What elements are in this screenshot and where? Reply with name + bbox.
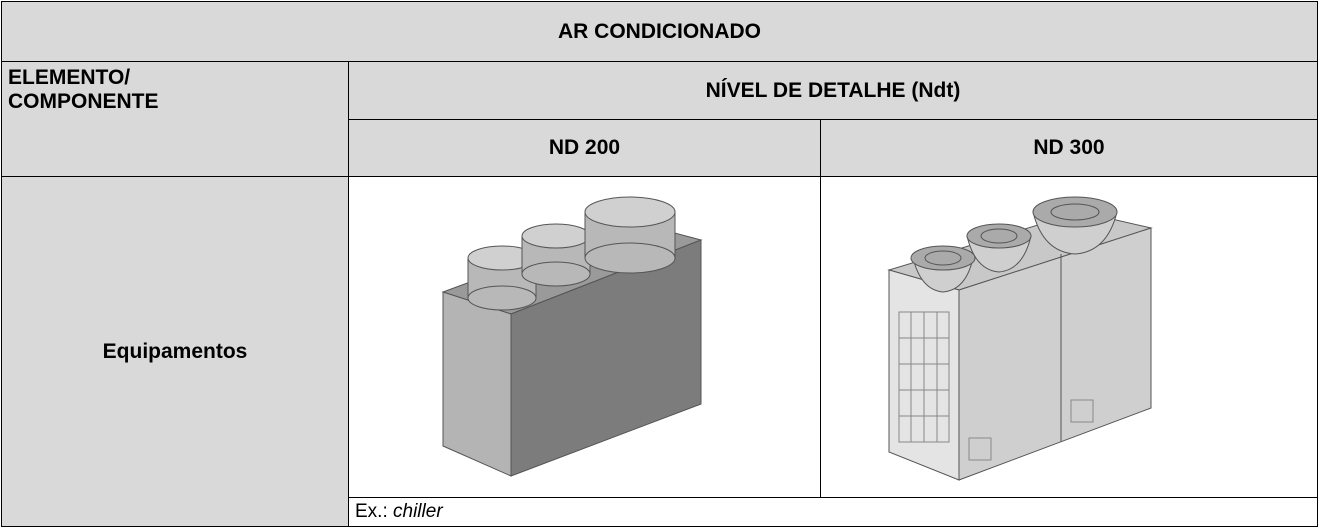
example-term: chiller xyxy=(393,501,443,522)
chiller-nd300 xyxy=(887,196,1153,481)
image-cell xyxy=(820,176,1318,498)
level-cell: ND 200 xyxy=(348,119,821,177)
detail-header: NÍVEL DE DETALHE (Ndt) xyxy=(705,78,961,102)
title: AR CONDICIONADO xyxy=(558,19,761,43)
example-prefix: Ex.: xyxy=(355,501,388,522)
level-label: ND 200 xyxy=(548,136,621,159)
element-header-cell: ELEMENTO/ COMPONENTE xyxy=(1,61,349,177)
element-cell: Equipamentos xyxy=(1,176,349,527)
image-cell xyxy=(348,176,821,498)
element-header-line: ELEMENTO/ xyxy=(8,66,131,89)
element-header-line: COMPONENTE xyxy=(8,90,159,113)
example-cell: Ex.: chiller xyxy=(348,497,1318,527)
title-cell: AR CONDICIONADO xyxy=(1,1,1318,62)
chiller-nd200 xyxy=(441,196,703,477)
level-cell: ND 300 xyxy=(820,119,1318,177)
detail-header-cell: NÍVEL DE DETALHE (Ndt) xyxy=(348,61,1318,120)
level-label: ND 300 xyxy=(1033,136,1105,159)
element-label: Equipamentos xyxy=(102,339,248,363)
